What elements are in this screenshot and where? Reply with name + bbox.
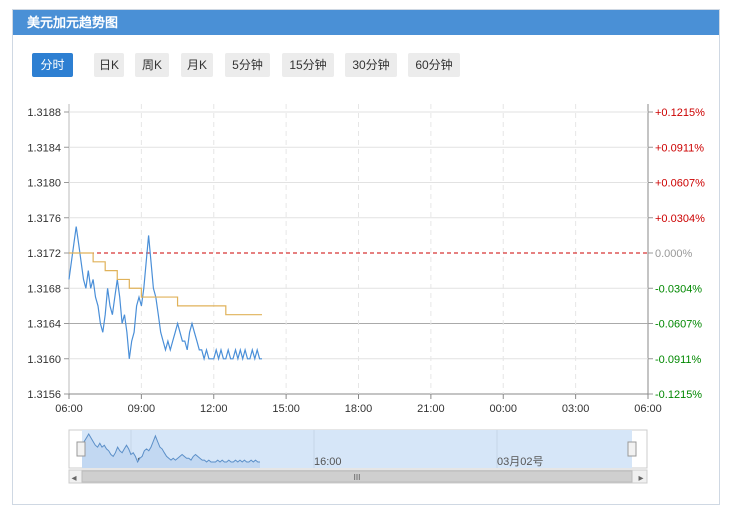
x-tick-label: 18:00: [345, 403, 373, 415]
y-tick-label: 1.3184: [27, 142, 61, 154]
x-tick-label: 15:00: [272, 403, 300, 415]
y-tick-label: 1.3172: [27, 248, 61, 260]
navigator-handle-left[interactable]: [76, 441, 86, 457]
tab-5[interactable]: 15分钟: [282, 53, 334, 77]
x-tick-label: 03:00: [562, 403, 590, 415]
x-tick-label: 06:00: [55, 403, 83, 415]
grid-lines: [64, 104, 653, 399]
tab-4[interactable]: 5分钟: [225, 53, 270, 77]
tab-2[interactable]: 周K: [135, 53, 169, 77]
scrollbar-thumb[interactable]: [81, 470, 633, 483]
y-tick-label: 1.3164: [27, 319, 61, 331]
right-tick-label: +0.0607%: [655, 178, 705, 190]
right-tick-label: +0.0304%: [655, 213, 705, 225]
y-tick-label: 1.3180: [27, 178, 61, 190]
price-line: [68, 226, 262, 362]
tab-1[interactable]: 日K: [94, 53, 124, 77]
right-tick-label: -0.0607%: [655, 319, 702, 331]
right-tick-label: -0.0911%: [655, 354, 701, 366]
right-tick-label: +0.1215%: [655, 107, 705, 119]
navigator-handle-right[interactable]: [627, 441, 637, 457]
scroll-right-arrow[interactable]: ▸: [638, 473, 643, 484]
x-axis-ticks: 06:00 09:00 12:00 15:00 18:00 21:00 00:00 03:00…: [55, 403, 662, 415]
y-tick-label: 1.3156: [27, 389, 61, 401]
navigator-label: 16:00: [314, 456, 342, 468]
y-axis-ticks: 1.3188 1.3184 1.3180 1.3176 1.3172 1.3168 1.31…: [27, 107, 61, 401]
right-axis-ticks: +0.1215% +0.0911% +0.0607% +0.0304% 0.000% -0…: [655, 107, 705, 401]
x-tick-label: 09:00: [128, 403, 156, 415]
tab-6[interactable]: 30分钟: [345, 53, 397, 77]
navigator-label: 03月02号: [497, 455, 543, 468]
series-lines: [68, 226, 262, 362]
scrollbar-grip: III: [354, 473, 361, 482]
right-tick-label: +0.0911%: [655, 142, 704, 154]
tab-7[interactable]: 60分钟: [408, 53, 460, 77]
y-tick-label: 1.3160: [27, 354, 61, 366]
navigator-line: [81, 433, 260, 464]
average-price-line: [69, 252, 262, 316]
right-tick-label: -0.0304%: [655, 283, 702, 295]
x-tick-label: 12:00: [200, 403, 228, 415]
y-tick-label: 1.3168: [27, 283, 61, 295]
tab-0[interactable]: 分时: [32, 53, 73, 77]
x-tick-label: 06:00: [634, 403, 662, 415]
right-tick-label: 0.000%: [655, 248, 693, 260]
chart-panel: 美元加元趋势图 分时 日K 周K 月K 5分钟 15分钟 30分钟 60分钟: [12, 9, 720, 505]
tab-3[interactable]: 月K: [181, 53, 213, 77]
scroll-left-arrow[interactable]: ◂: [71, 473, 76, 484]
x-tick-label: 21:00: [417, 403, 445, 415]
navigator-area: [82, 434, 260, 468]
y-tick-label: 1.3176: [27, 213, 61, 225]
x-tick-label: 00:00: [489, 403, 517, 415]
y-tick-label: 1.3188: [27, 107, 61, 119]
panel-title: 美元加元趋势图: [13, 10, 719, 35]
right-tick-label: -0.1215%: [655, 389, 702, 401]
